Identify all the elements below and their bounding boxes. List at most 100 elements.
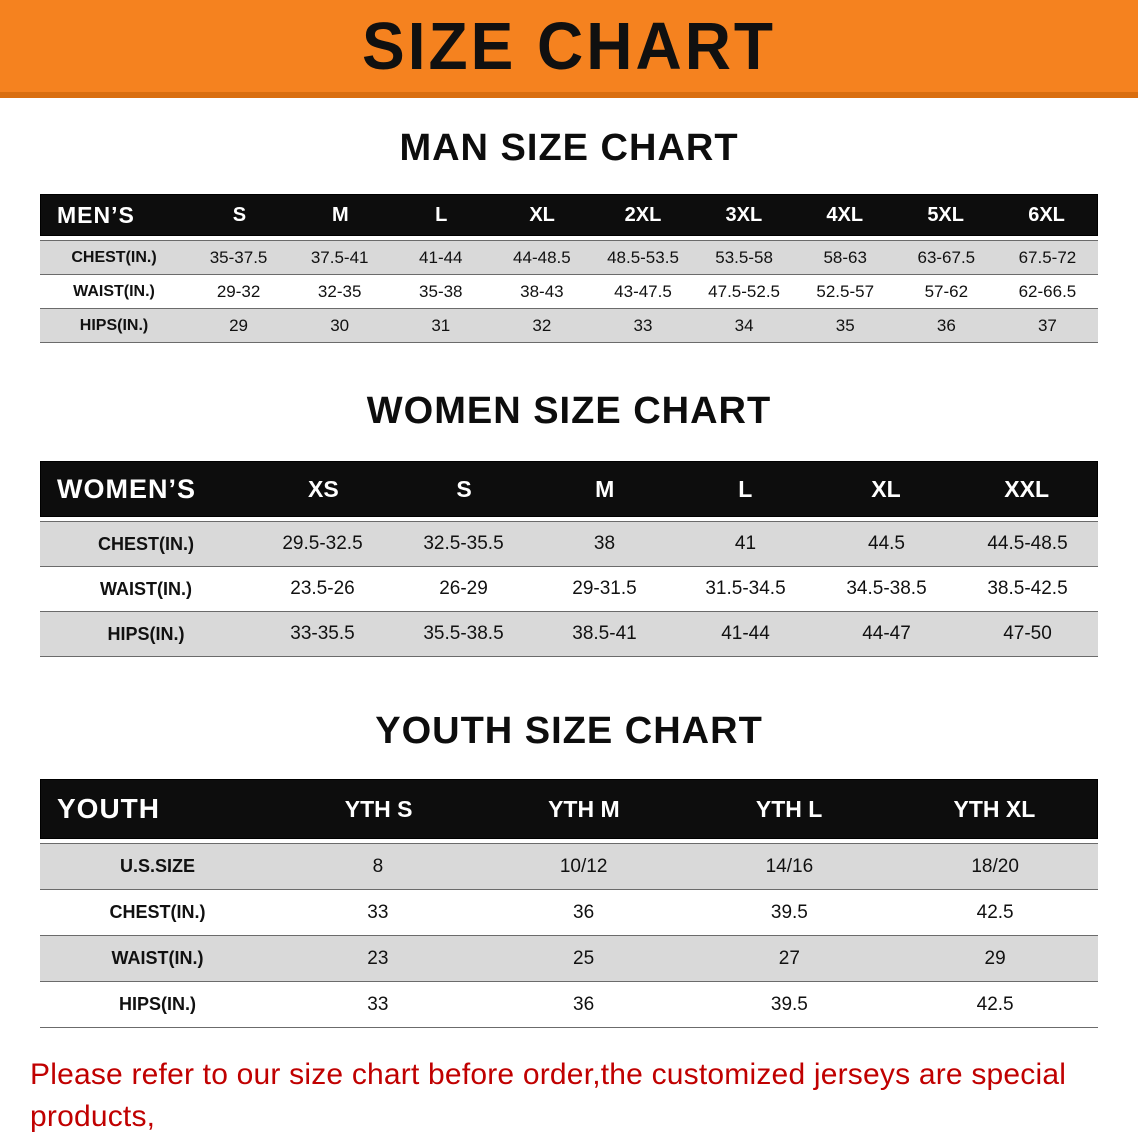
size-value-cell: 33-35.5 (290, 623, 355, 644)
size-value-cell: 44.5 (868, 533, 905, 554)
size-value-cell: 30 (330, 315, 350, 335)
size-value-cell: 52.5-57 (816, 281, 875, 301)
size-value-cell: 37 (1037, 315, 1057, 335)
size-column-header: YTH S (344, 795, 413, 822)
table-row: CHEST(IN.) 35-37.5 37.5-41 41-44 44-48.5 48.5… (40, 241, 1098, 275)
women-size-table: WOMEN’S XS S M L XL XXL CHEST(IN.) 29.5-32.5 32.5… (40, 461, 1098, 657)
size-value-cell: 36 (936, 315, 956, 335)
size-value-cell: 53.5-58 (715, 247, 773, 267)
size-value-cell: 33 (367, 993, 389, 1015)
table-header-row: WOMEN’S XS S M L XL XXL (40, 461, 1098, 517)
row-label: U.S.SIZE (119, 856, 195, 876)
size-value-cell: 18/20 (971, 855, 1019, 877)
size-value-cell: 23.5-26 (290, 578, 355, 599)
size-value-cell: 33 (633, 315, 653, 335)
table-body: CHEST(IN.) 35-37.5 37.5-41 41-44 44-48.5 48.5… (40, 240, 1098, 343)
size-column-header: 4XL (826, 203, 864, 226)
size-value-cell: 41 (734, 533, 757, 554)
row-label: WAIST(IN.) (100, 578, 192, 599)
row-label: WAIST(IN.) (73, 282, 155, 300)
size-value-cell: 23 (367, 947, 389, 969)
size-value-cell: 35-37.5 (209, 247, 268, 267)
size-value-cell: 8 (372, 855, 384, 877)
size-value-cell: 29 (229, 315, 249, 335)
size-value-cell: 57-62 (924, 281, 969, 301)
size-column-header: XL (871, 475, 901, 502)
size-value-cell: 63-67.5 (917, 247, 976, 267)
size-value-cell: 35 (835, 315, 855, 335)
size-value-cell: 32.5-35.5 (423, 533, 504, 554)
table-row: HIPS(IN.) 33 36 39.5 42.5 (40, 982, 1098, 1028)
size-value-cell: 29-32 (216, 281, 261, 301)
size-value-cell: 39.5 (770, 993, 808, 1015)
size-value-cell: 34.5-38.5 (846, 578, 927, 599)
size-column-header: 6XL (1028, 203, 1065, 226)
row-label: CHEST(IN.) (109, 902, 206, 922)
size-value-cell: 44-47 (862, 623, 911, 644)
footer-disclaimer: Please refer to our size chart before or… (30, 1054, 1120, 1132)
row-label: CHEST(IN.) (71, 248, 157, 266)
row-label: HIPS(IN.) (118, 994, 196, 1014)
men-size-table: MEN’S S M L XL 2XL 3XL 4XL 5XL 6XL CHEST(IN.) 35-37… (40, 194, 1098, 343)
size-column-header: XL (529, 203, 555, 226)
size-column-header: YTH XL (953, 795, 1036, 822)
size-value-cell: 43-47.5 (614, 281, 672, 301)
size-value-cell: 38-43 (520, 281, 564, 301)
footer-disclaimer-line-1: Please refer to our size chart before or… (30, 1058, 1067, 1132)
size-column-header: 5XL (927, 203, 964, 226)
row-label: HIPS(IN.) (107, 623, 185, 644)
size-value-cell: 32 (532, 315, 552, 335)
table-row: WAIST(IN.) 29-32 32-35 35-38 38-43 43-47.5 47.… (40, 275, 1098, 309)
size-value-cell: 27 (778, 947, 800, 969)
size-value-cell: 44-48.5 (513, 247, 571, 267)
size-value-cell: 62-66.5 (1018, 281, 1077, 301)
women-section-heading: WOMEN SIZE CHART (366, 390, 772, 432)
row-label: CHEST(IN.) (98, 533, 194, 554)
size-column-header: 3XL (725, 203, 763, 226)
size-value-cell: 42.5 (976, 901, 1014, 923)
size-column-header: M (331, 203, 349, 226)
size-value-cell: 31 (431, 315, 451, 335)
size-column-header: YTH M (548, 795, 620, 822)
row-label: HIPS(IN.) (79, 316, 149, 334)
size-value-cell: 47.5-52.5 (708, 281, 781, 301)
size-value-cell: 35-38 (419, 281, 463, 301)
size-value-cell: 35.5-38.5 (423, 623, 504, 644)
row-label: WAIST(IN.) (111, 948, 204, 968)
size-value-cell: 36 (573, 901, 595, 923)
table-title-cell: WOMEN’S (57, 473, 196, 504)
size-column-header: YTH L (755, 795, 823, 822)
size-value-cell: 33 (367, 901, 389, 923)
size-column-header: L (738, 475, 753, 502)
size-value-cell: 26-29 (439, 578, 488, 599)
size-value-cell: 29.5-32.5 (282, 533, 363, 554)
table-body: CHEST(IN.) 29.5-32.5 32.5-35.5 38 41 44.5 44.5… (40, 521, 1098, 657)
table-row: U.S.SIZE 8 10/12 14/16 18/20 (40, 844, 1098, 890)
size-value-cell: 47-50 (1003, 623, 1052, 644)
table-row: CHEST(IN.) 33 36 39.5 42.5 (40, 890, 1098, 936)
table-header-row: MEN’S S M L XL 2XL 3XL 4XL 5XL 6XL (40, 194, 1098, 236)
size-value-cell: 37.5-41 (310, 247, 369, 267)
size-value-cell: 39.5 (770, 901, 808, 923)
size-value-cell: 42.5 (976, 993, 1014, 1015)
title-banner: SIZE CHART (0, 0, 1138, 98)
size-value-cell: 29-31.5 (572, 578, 637, 599)
size-column-header: XS (307, 475, 339, 502)
size-value-cell: 41-44 (721, 623, 770, 644)
size-value-cell: 58-63 (823, 247, 867, 267)
size-value-cell: 10/12 (559, 855, 608, 877)
table-title-cell: YOUTH (57, 793, 160, 824)
men-section-heading: MAN SIZE CHART (399, 127, 739, 169)
table-title-cell: MEN’S (57, 201, 135, 228)
size-value-cell: 32-35 (317, 281, 362, 301)
page-title: SIZE CHART (362, 8, 776, 84)
table-row: HIPS(IN.) 29 30 31 32 33 34 35 36 37 (40, 309, 1098, 343)
size-value-cell: 25 (573, 947, 595, 969)
size-column-header: M (595, 475, 615, 502)
size-value-cell: 67.5-72 (1018, 247, 1077, 267)
size-value-cell: 38 (593, 533, 616, 554)
size-column-header: L (435, 203, 448, 226)
size-value-cell: 48.5-53.5 (607, 247, 679, 267)
size-value-cell: 34 (734, 315, 754, 335)
size-column-header: 2XL (624, 203, 662, 226)
